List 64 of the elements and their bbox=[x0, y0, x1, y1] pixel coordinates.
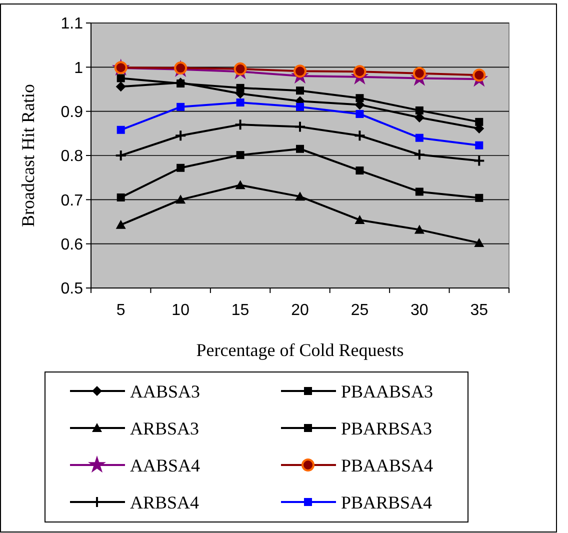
point bbox=[296, 102, 304, 111]
point bbox=[296, 86, 304, 95]
point bbox=[114, 150, 127, 162]
x-tick-label: 15 bbox=[231, 302, 250, 319]
legend-label: ARBSA4 bbox=[130, 492, 200, 512]
point bbox=[356, 166, 364, 175]
x-tick-label: 35 bbox=[470, 302, 488, 319]
legend-label: PBAABSA4 bbox=[341, 455, 434, 476]
point bbox=[354, 214, 365, 224]
point bbox=[295, 192, 305, 201]
point bbox=[475, 194, 484, 202]
point bbox=[176, 194, 186, 204]
point bbox=[236, 98, 244, 106]
point bbox=[414, 224, 424, 234]
point bbox=[116, 74, 125, 82]
legend-label: PBAABSA3 bbox=[341, 381, 434, 402]
point bbox=[236, 84, 244, 92]
y-tick-label: 1.1 bbox=[60, 16, 84, 33]
y-tick-label: 0.7 bbox=[60, 192, 84, 210]
point bbox=[412, 66, 426, 80]
x-tick-label: 25 bbox=[350, 302, 369, 319]
point bbox=[235, 180, 246, 190]
point bbox=[116, 220, 126, 229]
point bbox=[174, 130, 187, 142]
legend-label: AABSA4 bbox=[130, 455, 200, 476]
point bbox=[475, 141, 484, 150]
y-tick-label: 0.6 bbox=[60, 236, 84, 254]
x-tick-label: 20 bbox=[291, 302, 309, 319]
point bbox=[414, 112, 424, 123]
point bbox=[356, 110, 364, 118]
point bbox=[354, 130, 366, 142]
point bbox=[413, 148, 426, 161]
y-tick-label: 0.8 bbox=[60, 148, 84, 166]
point bbox=[116, 126, 125, 134]
point bbox=[472, 68, 486, 82]
y-tick-label: 0.5 bbox=[60, 280, 84, 298]
legend-label: PBARBSA3 bbox=[341, 418, 432, 438]
point bbox=[234, 118, 246, 131]
point bbox=[415, 134, 424, 142]
x-axis-title: Percentage of Cold Requests bbox=[196, 340, 404, 360]
legend-label: AABSA3 bbox=[130, 381, 200, 402]
point bbox=[294, 120, 306, 133]
point bbox=[415, 188, 424, 196]
legend-label: PBARBSA4 bbox=[341, 492, 432, 512]
point bbox=[474, 238, 484, 247]
point bbox=[353, 65, 366, 78]
point bbox=[294, 64, 306, 78]
point bbox=[415, 106, 424, 114]
legend-label: ARBSA3 bbox=[130, 418, 200, 438]
y-axis-title: Broadcast Hit Ratio bbox=[18, 84, 38, 227]
point bbox=[475, 118, 484, 126]
point bbox=[296, 144, 304, 153]
point bbox=[356, 94, 364, 102]
point bbox=[116, 193, 125, 202]
point bbox=[473, 154, 486, 167]
point bbox=[116, 82, 126, 92]
point bbox=[176, 164, 185, 172]
x-tick-label: 5 bbox=[116, 302, 126, 319]
x-tick-label: 30 bbox=[410, 302, 428, 319]
y-tick-label: 0.9 bbox=[60, 104, 84, 121]
point bbox=[176, 102, 185, 111]
y-tick-label: 1 bbox=[74, 60, 84, 77]
x-tick-label: 10 bbox=[172, 302, 190, 319]
point bbox=[236, 151, 244, 160]
